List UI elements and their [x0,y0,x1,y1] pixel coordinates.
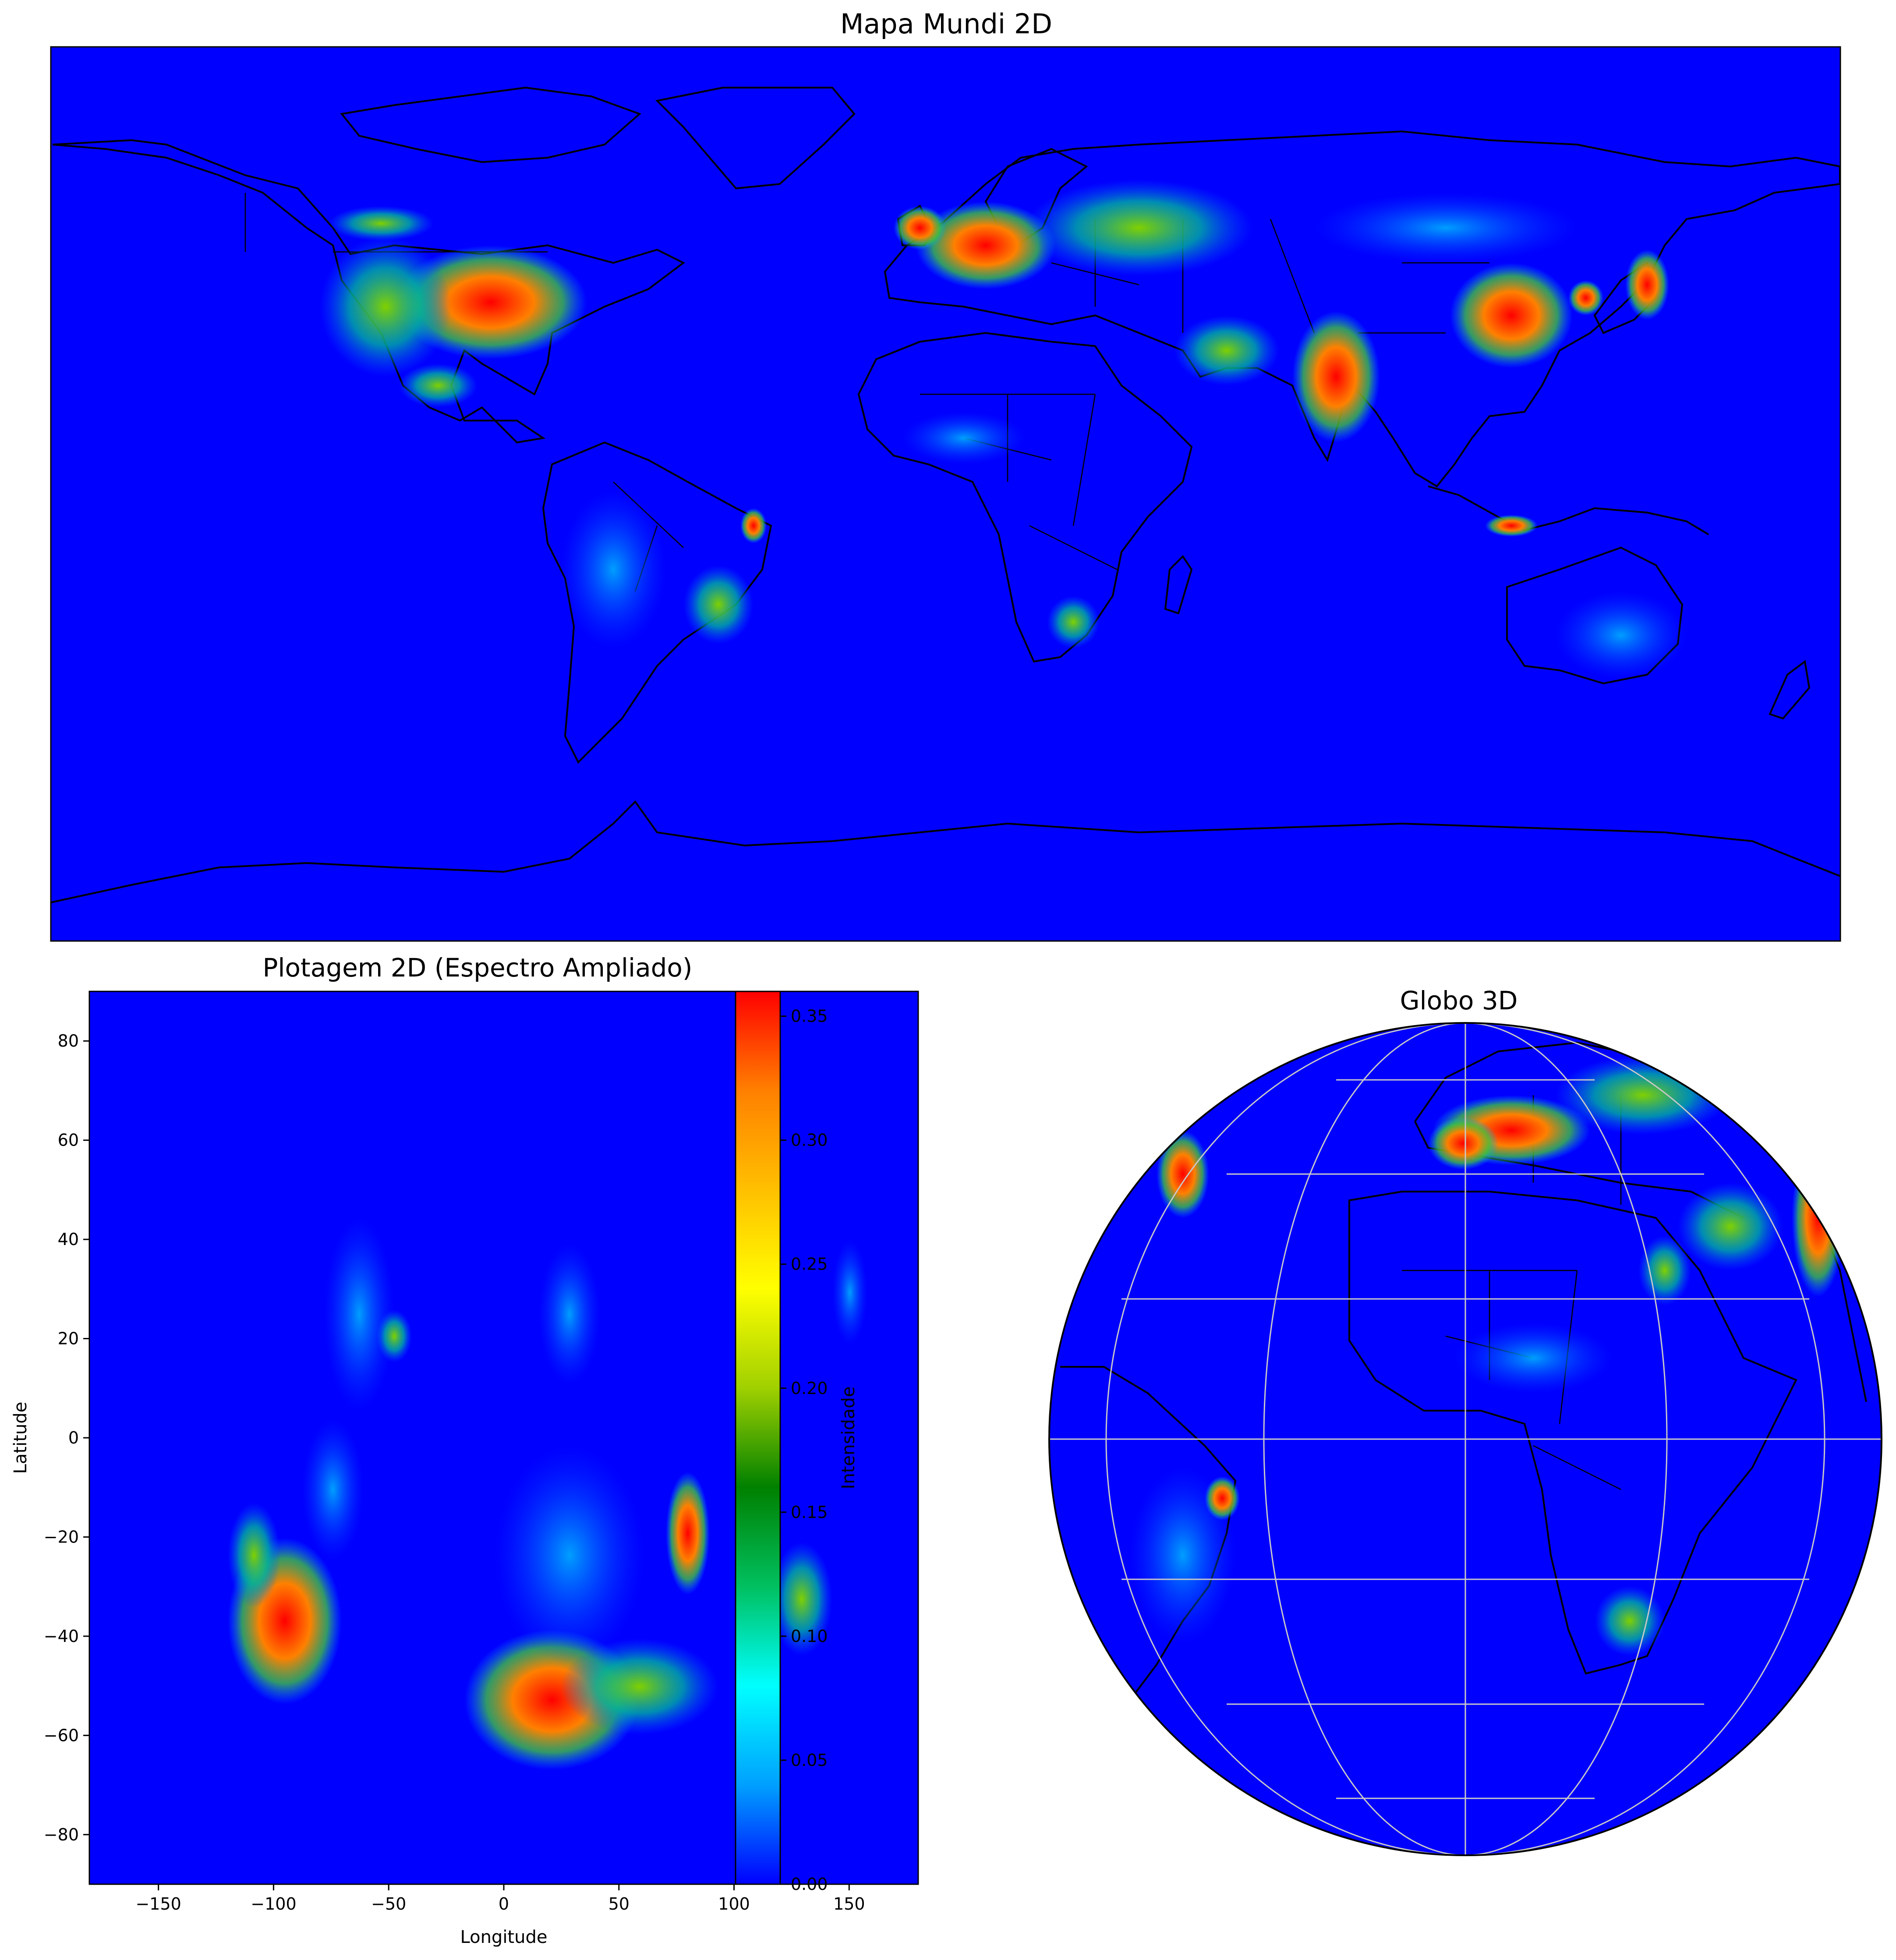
top-map-title: Mapa Mundi 2D [840,8,1053,40]
top-world-map [50,46,1841,942]
colorbar-tick-label: 0.20 [791,1379,828,1398]
globe-outline [1048,1022,1882,1856]
coastline-greenland [655,87,856,190]
top-map-background [51,47,1840,941]
y-tick-label: 20 [58,1329,79,1348]
coastline-madagascar [1164,555,1193,615]
coastline-arctic-islands [340,86,641,163]
colorbar-tick-label: 0.10 [791,1627,828,1646]
y-tick-label: −40 [44,1627,79,1646]
x-tick-label: 150 [833,1894,865,1914]
coastline-new-zealand [1769,660,1811,720]
globe-title: Globo 3D [1400,986,1518,1015]
x-tick-label: 50 [608,1894,630,1914]
colorbar-tick-label: 0.05 [791,1751,828,1770]
y-tick-label: 80 [58,1031,79,1051]
x-axis-ticks: −150 −100 −50 0 50 100 150 [135,1884,865,1914]
colorbar-tick-label: 0.15 [791,1503,828,1522]
colorbar-gradient [735,991,781,1885]
x-tick-label: −100 [251,1894,296,1914]
y-axis-label: Latitude [11,1402,31,1474]
x-tick-label: −150 [135,1894,181,1914]
coastline-antarctica [51,800,1840,903]
globe-graticule [1049,1023,1882,1855]
bottom-left-heatmap: 0.000.050.100.150.200.250.300.35 −150 −10… [11,991,919,1947]
y-axis-ticks: 80 60 40 20 0 −20 −40 −60 −80 [44,1031,89,1844]
bottom-left-plot-title: Plotagem 2D (Espectro Ampliado) [262,953,693,983]
colorbar-tick-label: 0.35 [791,1007,828,1026]
globe-3d [1048,1022,1882,1856]
y-tick-label: 0 [68,1428,79,1447]
y-tick-label: −80 [44,1825,79,1844]
bottom-left-intensity-overlay [228,1218,867,1770]
y-tick-label: −60 [44,1726,79,1745]
top-map-intensity-overlay [320,180,1687,679]
y-tick-label: 60 [58,1131,79,1150]
x-tick-label: −50 [371,1894,406,1914]
colorbar-ticks: 0.000.050.100.150.200.250.300.35 [780,1007,828,1894]
colorbar-tick-label: 0.25 [791,1255,828,1274]
y-tick-label: 40 [58,1230,79,1249]
colorbar-tick-label: 0.30 [791,1131,828,1150]
x-axis-label: Longitude [460,1927,548,1947]
coastline-africa [857,332,1193,663]
globe-coastline-africa [1348,1191,1797,1675]
y-tick-label: −20 [44,1527,79,1546]
coastline-indonesia [1428,485,1709,535]
top-map-frame [50,46,1841,942]
x-tick-label: 0 [499,1894,509,1914]
colorbar-label: Intensidade [838,1387,859,1489]
x-tick-label: 100 [718,1894,750,1914]
